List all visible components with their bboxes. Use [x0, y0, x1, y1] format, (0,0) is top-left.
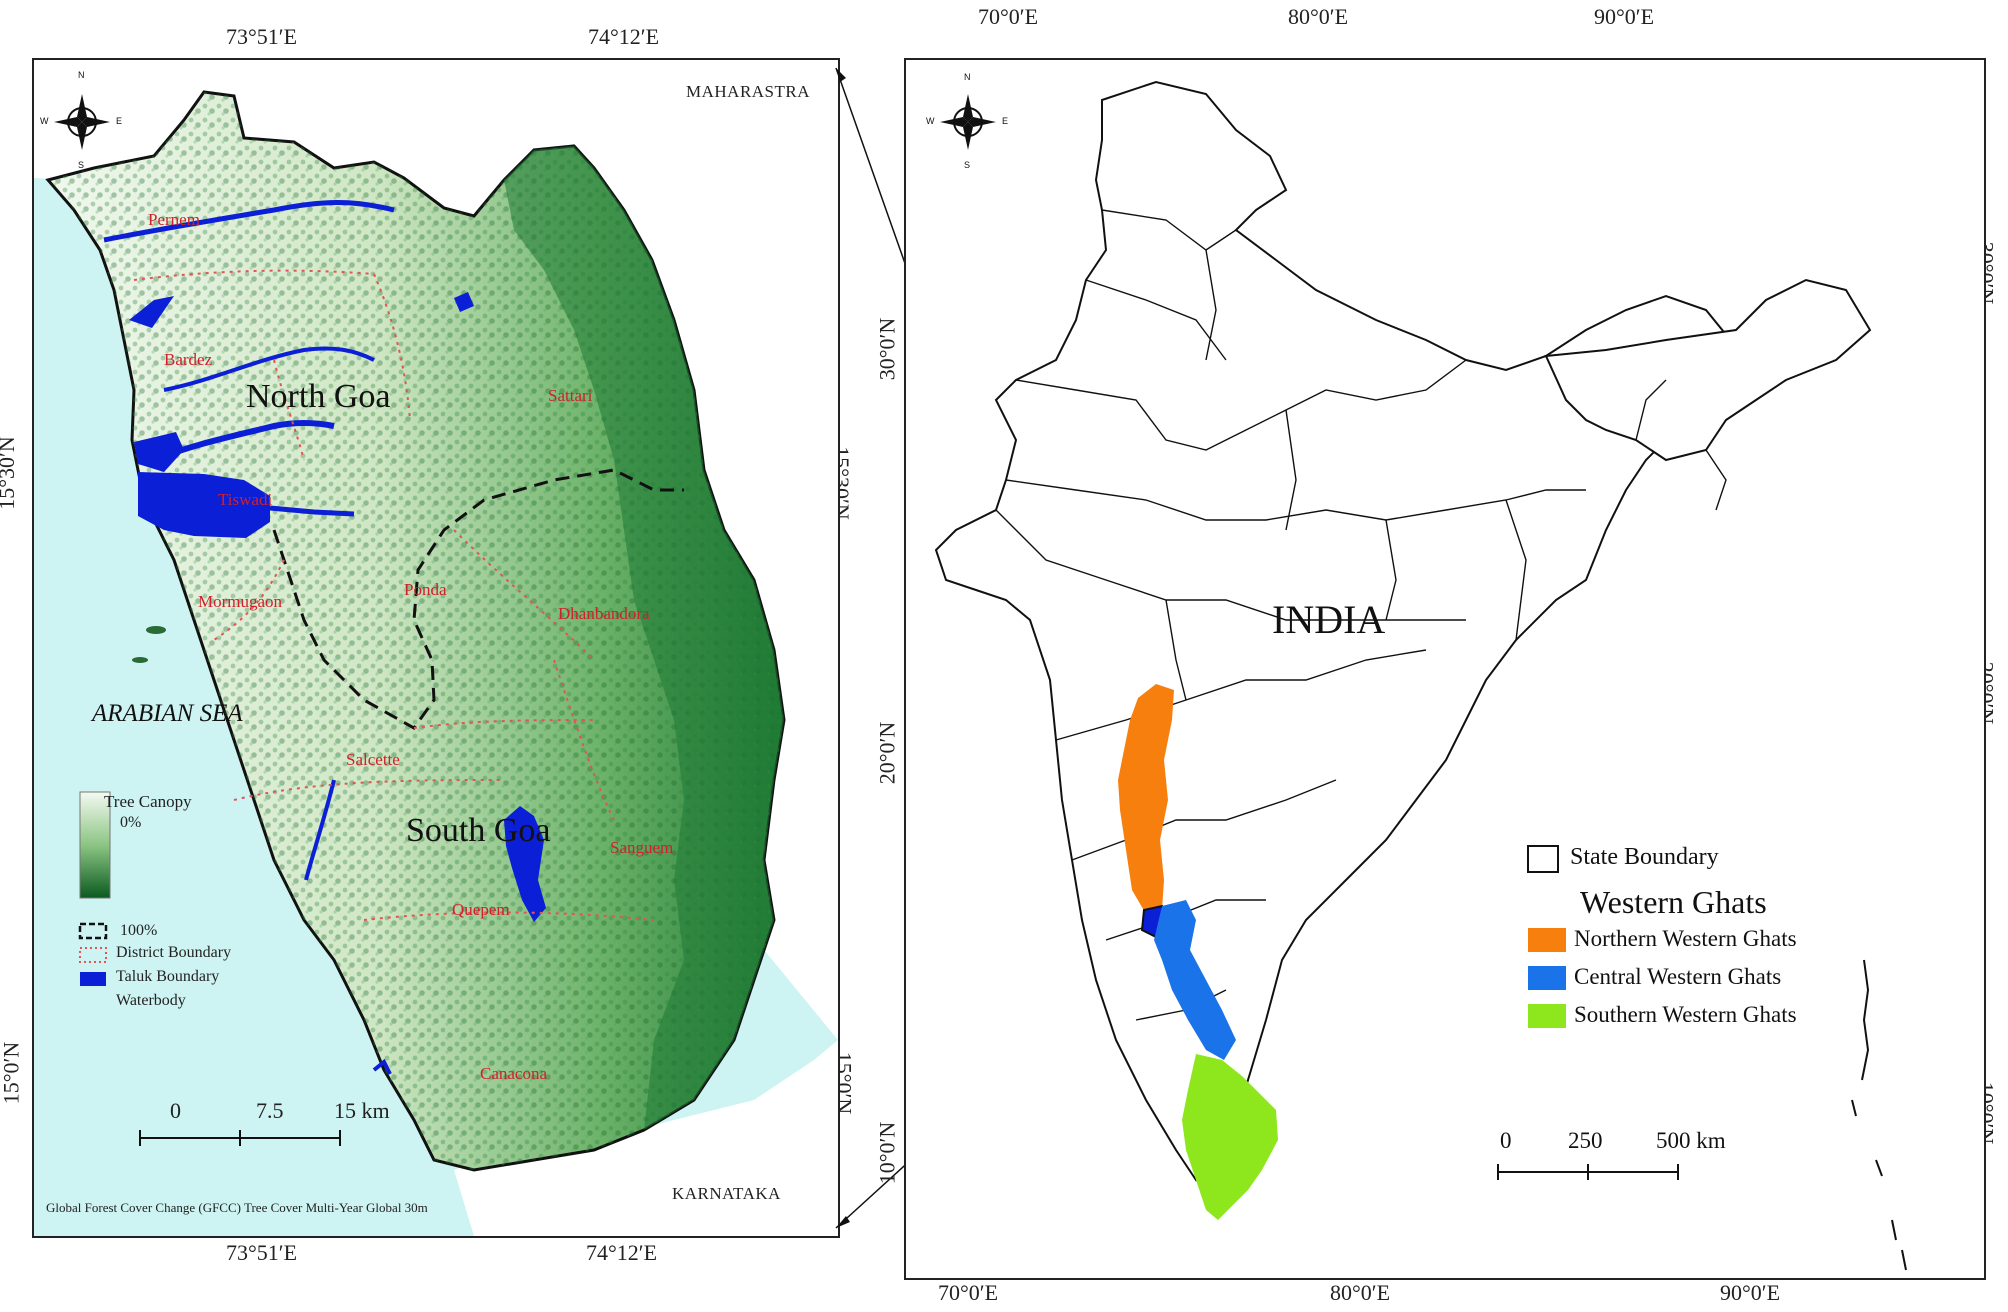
waterbody — [134, 432, 184, 472]
data-source-note: Global Forest Cover Change (GFCC) Tree C… — [46, 1200, 428, 1215]
andaman-islands — [1851, 959, 1907, 1271]
india-northeast — [1544, 278, 1872, 462]
compass-s: S — [964, 160, 971, 170]
taluk-pernem: Pernem — [148, 210, 200, 229]
compass-n: N — [964, 72, 971, 82]
goa-scale-mid: 7.5 — [256, 1098, 284, 1123]
india-scale-end: 500 km — [1656, 1128, 1726, 1153]
goa-map-panel: N S E W MAHARASTRA KARNATAKA North Goa S… — [32, 58, 840, 1238]
compass-e: E — [1002, 116, 1009, 126]
india-scale-mid: 250 — [1568, 1128, 1603, 1153]
taluk-tiswadi: Tiswadi — [218, 490, 273, 509]
goa-scale-0: 0 — [170, 1098, 181, 1123]
canopy-gradient-swatch — [79, 791, 111, 899]
southern-swatch — [1528, 1004, 1566, 1028]
taluk-mormugaon: Mormugaon — [198, 592, 283, 611]
legend-state-boundary: State Boundary — [1570, 844, 1719, 870]
taluk-dhanbandora: Dhanbandora — [558, 604, 650, 623]
district-boundary — [272, 468, 684, 730]
india-bottom-tick-2: 80°0′E — [1330, 1280, 1391, 1305]
district-north-goa: North Goa — [246, 378, 391, 415]
neighbour-karnataka: KARNATAKA — [672, 1184, 781, 1203]
northern-western-ghats — [1118, 684, 1174, 914]
central-swatch — [1528, 966, 1566, 990]
waterbody — [129, 296, 174, 328]
goa-map-canvas — [34, 60, 838, 1236]
legend-western-ghats-heading: Western Ghats — [1580, 884, 1767, 920]
india-bottom-tick-1: 70°0′E — [938, 1280, 999, 1305]
india-top-tick-3: 90°0′E — [1594, 4, 1655, 29]
legend-taluk-boundary: Taluk Boundary — [116, 968, 220, 985]
india-left-tick-2: 20°0′N — [874, 721, 900, 785]
taluk-canacona: Canacona — [480, 1064, 548, 1083]
india-label: INDIA — [1272, 597, 1386, 642]
sea-label: ARABIAN SEA — [92, 700, 243, 727]
taluk-boundaries — [133, 269, 655, 921]
india-map-panel: N S E W INDIA State Boundary Western Gha… — [904, 58, 1986, 1280]
goa-scale-bar — [139, 1130, 341, 1146]
waterbody — [138, 472, 270, 538]
legend-northern: Northern Western Ghats — [1574, 926, 1797, 951]
taluk-salcette: Salcette — [346, 750, 400, 769]
goa-bottom-tick-1: 73°51′E — [226, 1240, 298, 1265]
compass-e: E — [116, 116, 123, 126]
state-boundary-swatch — [1527, 845, 1559, 873]
india-scale-0: 0 — [1500, 1128, 1512, 1153]
india-top-tick-2: 80°0′E — [1288, 4, 1349, 29]
india-outline — [934, 80, 1734, 1182]
island — [146, 626, 166, 634]
compass-icon — [54, 94, 110, 150]
compass-w: W — [926, 116, 935, 126]
goa-top-tick-2: 74°12′E — [588, 24, 660, 49]
legend-central: Central Western Ghats — [1574, 964, 1782, 989]
district-boundary-swatch — [78, 922, 108, 940]
waterbody-swatch — [80, 972, 106, 986]
legend-min: 0% — [120, 814, 142, 831]
taluk-sanguem: Sanguem — [610, 838, 674, 857]
legend-southern: Southern Western Ghats — [1574, 1002, 1797, 1027]
india-left-tick-3: 10°0′N — [874, 1121, 900, 1185]
compass-icon — [940, 94, 996, 150]
neighbour-maharastra: MAHARASTRA — [686, 82, 811, 101]
india-scale-bar — [1497, 1164, 1679, 1180]
waterbody — [103, 200, 395, 243]
goa-bottom-tick-2: 74°12′E — [586, 1240, 658, 1265]
waterbody — [454, 292, 474, 312]
legend-district-boundary: District Boundary — [116, 944, 232, 961]
india-left-tick-1: 30°0′N — [874, 317, 900, 381]
goa-scale-end: 15 km — [334, 1098, 390, 1123]
india-map-canvas — [934, 80, 1907, 1271]
waterbody — [504, 806, 546, 922]
legend-waterbody: Waterbody — [116, 992, 186, 1009]
compass-n: N — [78, 70, 85, 80]
legend-max: 100% — [120, 922, 158, 939]
state-boundaries — [995, 209, 1727, 1021]
district-south-goa: South Goa — [406, 812, 551, 849]
india-bottom-tick-3: 90°0′E — [1720, 1280, 1781, 1305]
legend-title: Tree Canopy — [104, 792, 192, 811]
india-top-tick-1: 70°0′E — [978, 4, 1039, 29]
northern-swatch — [1528, 928, 1566, 952]
compass-s: S — [78, 160, 85, 170]
taluk-quepem: Quepem — [452, 900, 510, 919]
compass-w: W — [40, 116, 49, 126]
taluk-bardez: Bardez — [164, 350, 213, 369]
central-western-ghats — [1154, 900, 1236, 1060]
goa-top-tick-1: 73°51′E — [226, 24, 298, 49]
southern-western-ghats — [1182, 1054, 1278, 1220]
taluk-ponda: Ponda — [404, 580, 447, 599]
taluk-sattari: Sattari — [548, 386, 593, 405]
